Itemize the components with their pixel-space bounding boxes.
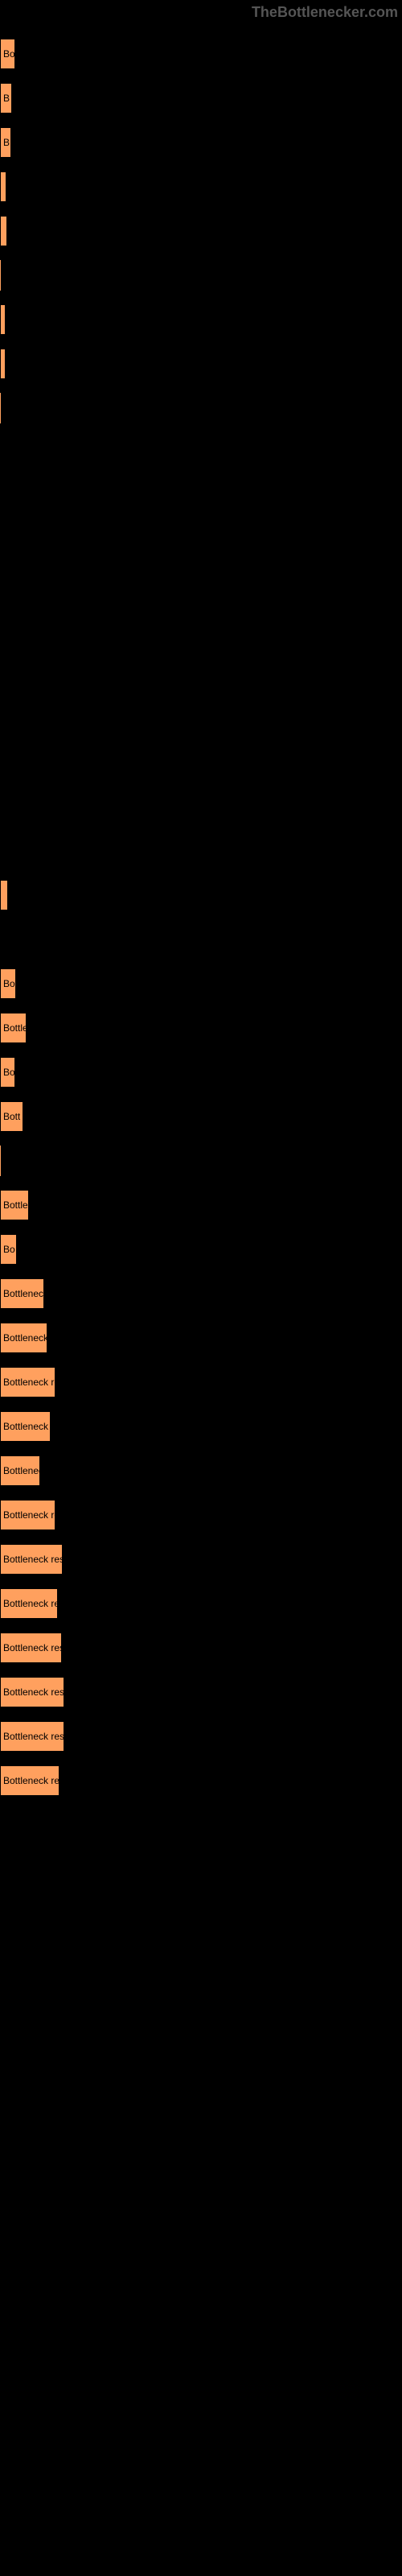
bar-label: Bottleneck result (3, 1731, 64, 1742)
bar: Bottleneck re (0, 1411, 51, 1442)
bar (0, 304, 6, 335)
bar-label: Bo (3, 48, 14, 60)
bar-row (0, 349, 6, 379)
bar (0, 349, 6, 379)
bar-label: Bottleneck (3, 1288, 43, 1299)
bar-row: Bo (0, 1057, 15, 1088)
bar: Bo (0, 39, 15, 69)
bar-row: Bo (0, 1234, 17, 1265)
bar-row: Bottleneck resu (0, 1765, 59, 1796)
bar-tick (0, 393, 1, 423)
bar: Bottleneck res (0, 1367, 55, 1397)
bar-row: B (0, 127, 11, 158)
bar-label: Bottleneck r (3, 1332, 47, 1344)
bar-row: Bottleneck result (0, 1721, 64, 1752)
bar-label: Bottleneck resu (3, 1775, 59, 1786)
bar: Bottleneck result (0, 1633, 62, 1663)
bar: Bottleneck result (0, 1721, 64, 1752)
bar-label: Bottleneck re (3, 1421, 50, 1432)
bar-label: Bottleneck result (3, 1686, 64, 1698)
bar-label: Bottleneck result (3, 1642, 61, 1653)
bar-label: Bo (3, 1244, 15, 1255)
bar-label: B (3, 137, 10, 148)
bar-row (0, 880, 8, 910)
watermark-text: TheBottlenecker.com (252, 4, 398, 21)
bar: Bottle (0, 1013, 27, 1043)
bar-row (0, 171, 6, 202)
bar-row: Bottlenec (0, 1455, 40, 1486)
bar-row: Bottleneck res (0, 1367, 55, 1397)
bar (0, 880, 8, 910)
bar-label: Bottleneck result (3, 1554, 62, 1565)
bottleneck-chart: TheBottlenecker.com Bo B B Bo Bottle Bo Bott Bo… (0, 0, 402, 2576)
bar: Bottleneck result (0, 1677, 64, 1707)
bar: Bo (0, 1057, 15, 1088)
bar-row: Bottleneck (0, 1278, 44, 1309)
bar-row: Bottlen (0, 1190, 29, 1220)
bar: B (0, 127, 11, 158)
bar: Bottleneck resu (0, 1765, 59, 1796)
bar-row: Bottleneck res (0, 1500, 55, 1530)
bar: Bottleneck result (0, 1544, 63, 1575)
bar-row: Bo (0, 39, 15, 69)
bar-label: Bottleneck res (3, 1377, 55, 1388)
bar-row: Bott (0, 1101, 23, 1132)
bar-row (0, 304, 6, 335)
bar-row: Bottleneck result (0, 1633, 62, 1663)
bar (0, 171, 6, 202)
bar: Bottleneck (0, 1278, 44, 1309)
bar-row: Bottleneck result (0, 1544, 63, 1575)
bar: Bottleneck r (0, 1323, 47, 1353)
bar: Bottleneck res (0, 1500, 55, 1530)
bar: Bottleneck resu (0, 1588, 58, 1619)
bar-row: Bottle (0, 1013, 27, 1043)
bar-row (0, 216, 7, 246)
bar-label: Bottleneck resu (3, 1598, 57, 1609)
bar-label: Bo (3, 978, 15, 989)
bar: Bottlenec (0, 1455, 40, 1486)
bar: Bott (0, 1101, 23, 1132)
bar-row: Bottleneck resu (0, 1588, 58, 1619)
bar: Bo (0, 1234, 17, 1265)
bar-label: Bo (3, 1067, 14, 1078)
bar-tick (0, 1146, 1, 1176)
bar: B (0, 83, 12, 114)
bar-label: Bottle (3, 1022, 26, 1034)
bar-label: Bottlenec (3, 1465, 39, 1476)
bar-label: Bottleneck res (3, 1509, 55, 1521)
bar-tick (0, 260, 1, 291)
bar-label: B (3, 93, 10, 104)
bar-row: Bottleneck re (0, 1411, 51, 1442)
bar-row: B (0, 83, 12, 114)
bar-row: Bo (0, 968, 16, 999)
bar-label: Bottlen (3, 1199, 28, 1211)
bar-row: Bottleneck result (0, 1677, 64, 1707)
bar (0, 216, 7, 246)
bar-label: Bott (3, 1111, 20, 1122)
bar: Bo (0, 968, 16, 999)
bar-row: Bottleneck r (0, 1323, 47, 1353)
bar: Bottlen (0, 1190, 29, 1220)
